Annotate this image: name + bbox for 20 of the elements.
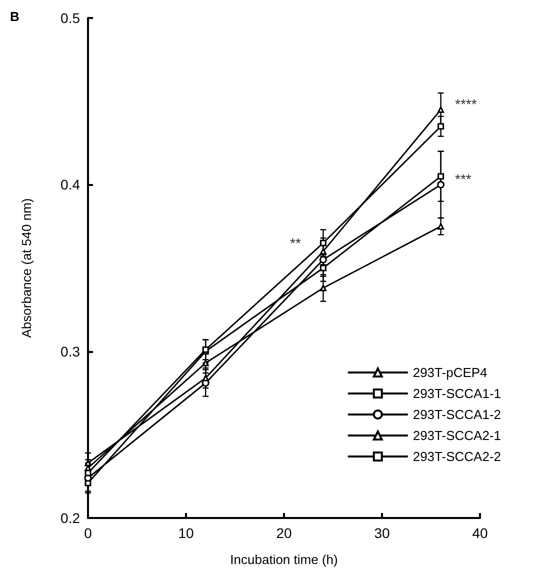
x-tick-label: 30	[374, 525, 390, 541]
legend-label: 293T-SCCA2-2	[412, 449, 502, 464]
annotation: ***	[455, 171, 472, 187]
annotation: **	[290, 235, 302, 251]
x-axis-title: Incubation time (h)	[230, 552, 338, 567]
y-tick-label: 0.2	[60, 510, 80, 526]
text: B	[10, 9, 20, 24]
y-tick-label: 0.4	[60, 176, 80, 193]
y-tick-label: 0.5	[60, 10, 80, 26]
annotation: ****	[455, 96, 478, 112]
x-tick-label: 0	[84, 525, 92, 541]
legend-label: 293T-SCCA1-1	[412, 386, 502, 401]
x-tick-label: 40	[472, 525, 488, 541]
x-tick-label: 20	[276, 525, 292, 541]
legend-label: 293T-pCEP4	[412, 365, 488, 380]
legend-label: 293T-SCCA2-1	[412, 428, 502, 443]
legend-label: 293T-SCCA1-2	[412, 407, 502, 422]
y-axis-title: Absorbance (at 540 nm)	[19, 198, 34, 338]
x-tick-label: 10	[178, 525, 194, 541]
y-tick-label: 0.3	[60, 343, 80, 360]
